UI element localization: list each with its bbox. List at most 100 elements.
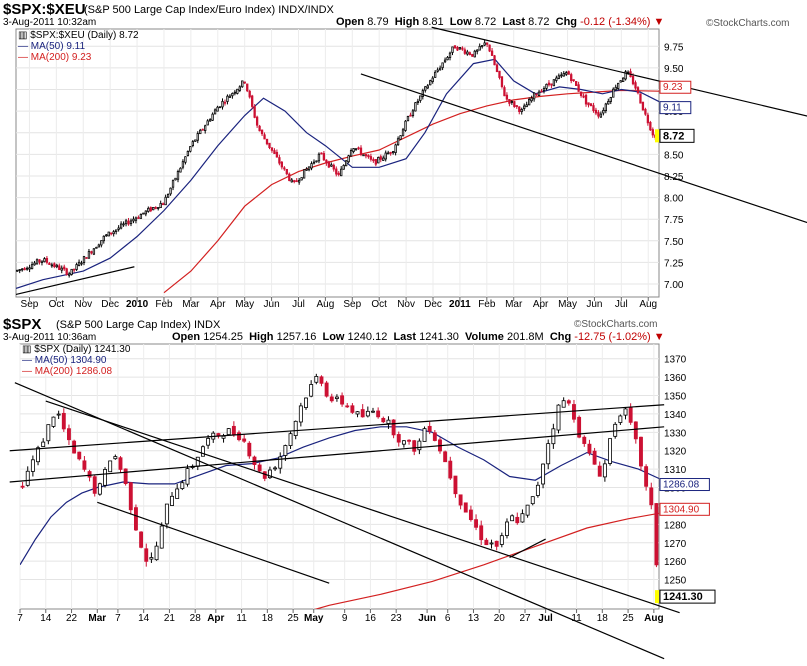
top-candle-body: [75, 264, 78, 270]
chart-icon: ▥: [18, 30, 28, 41]
top-last-label: Last: [502, 16, 526, 28]
bottom-candle-body: [51, 416, 56, 427]
top-x-tick-label: Jul: [615, 299, 628, 310]
top-candle-body: [503, 87, 506, 97]
top-candle-body: [213, 109, 217, 115]
top-candle-body: [594, 109, 598, 114]
top-ohlc: Open 8.79 High 8.81 Low 8.72 Last 8.72 C…: [336, 16, 664, 28]
top-candle-body: [624, 71, 627, 80]
top-candle-body: [451, 46, 454, 53]
top-candle-body: [105, 234, 108, 237]
bottom-trendline: [97, 501, 330, 584]
top-candle-body: [149, 207, 152, 212]
bottom-candle-body: [72, 440, 77, 454]
bottom-x-tick-label: 16: [365, 613, 377, 624]
top-candle-body: [362, 154, 365, 157]
top-candle-body: [490, 50, 494, 56]
bottom-candle-body: [365, 410, 370, 417]
top-candle-body: [218, 106, 222, 109]
bottom-y-tick-label: 1260: [664, 557, 687, 568]
bottom-candle-body: [340, 395, 345, 405]
top-candle-body: [510, 101, 514, 103]
bottom-last-marker: [655, 590, 659, 604]
bottom-candle-body: [649, 487, 654, 506]
chart-icon: ▥: [22, 344, 32, 355]
bottom-low: 1240.12: [347, 331, 388, 343]
top-candle-body: [82, 256, 86, 263]
bottom-candle-body: [293, 420, 298, 436]
top-candle-body: [100, 240, 103, 246]
bottom-candle-body: [267, 469, 272, 479]
top-candle-body: [347, 155, 350, 163]
bottom-volume-label: Volume: [465, 331, 504, 343]
top-candle-body: [184, 156, 187, 163]
top-candle-body: [396, 138, 400, 146]
top-candle-body: [142, 212, 145, 215]
top-last-value-label: 8.72: [663, 130, 684, 142]
bottom-chg: -12.75 (-1.02%): [574, 331, 651, 343]
bottom-candle-body: [546, 443, 551, 465]
bottom-candle-body: [329, 396, 334, 402]
bottom-candle-body: [20, 485, 25, 488]
top-candle-body: [171, 180, 175, 188]
bottom-candle-body: [448, 460, 453, 479]
bottom-candle-body: [46, 424, 51, 442]
bottom-x-tick-label: Apr: [207, 613, 224, 624]
top-chg-label: Chg: [555, 16, 578, 28]
bottom-candle-body: [530, 496, 535, 505]
top-candle-body: [216, 106, 219, 112]
top-candle-body: [115, 229, 118, 232]
top-candle-body: [307, 166, 311, 171]
bottom-x-tick-label: 6: [445, 613, 451, 624]
bottom-candle-body: [561, 400, 566, 408]
bottom-candle-body: [474, 519, 479, 528]
top-legend-ma200: — MA(200) 9.23: [18, 52, 92, 63]
top-candle-body: [80, 262, 83, 265]
top-candle-body: [176, 171, 180, 180]
bottom-candle-body: [134, 507, 138, 531]
top-candle-body: [476, 49, 479, 52]
bottom-candle-body: [92, 476, 97, 494]
top-candle-body: [419, 95, 422, 101]
bottom-x-tick-label: 21: [164, 613, 176, 624]
top-candle-body: [263, 134, 266, 140]
bottom-ma-value-box: [659, 502, 710, 516]
top-candle-body: [540, 90, 543, 93]
top-candle-body: [23, 268, 26, 271]
top-candle-body: [374, 159, 377, 165]
bottom-chg-label: Chg: [549, 331, 572, 343]
bottom-candle-body: [319, 376, 324, 384]
top-candle-body: [50, 264, 54, 267]
bottom-x-tick-label: Jul: [538, 613, 553, 624]
bottom-subtitle: (S&P 500 Large Cap Index) INDX: [56, 319, 221, 331]
top-candle-body: [298, 179, 301, 183]
top-candle-body: [478, 45, 481, 51]
top-candle-body: [614, 86, 617, 91]
bottom-candle-body: [484, 539, 489, 546]
top-candle-body: [77, 261, 81, 266]
top-x-tick-label: Mar: [182, 299, 200, 310]
top-candle-body: [575, 81, 578, 86]
top-candle-body: [260, 129, 264, 135]
bottom-candle-body: [324, 382, 329, 397]
top-x-tick-label: Aug: [639, 299, 657, 310]
top-candle-body: [438, 67, 442, 71]
top-candle-body: [174, 177, 177, 181]
top-candle-body: [206, 120, 209, 126]
top-x-tick-label: Jun: [586, 299, 602, 310]
top-x-tick-label: Feb: [155, 299, 173, 310]
bottom-candle-body: [242, 438, 247, 442]
bottom-x-tick-label: 13: [468, 613, 480, 624]
top-candle-body: [25, 267, 29, 270]
top-candle-body: [651, 129, 654, 136]
top-ma50-line: [16, 58, 659, 289]
top-y-tick-label: 8.25: [664, 172, 684, 183]
bottom-candle-body: [144, 548, 149, 562]
bottom-candle-body: [572, 404, 576, 420]
top-x-tick-label: 2010: [126, 299, 149, 310]
bottom-x-tick-label: Aug: [644, 613, 663, 624]
top-legend-ma50-text: MA(50) 9.11: [30, 41, 86, 52]
top-candle-body: [401, 129, 405, 137]
bottom-candle-body: [386, 419, 391, 424]
bottom-candle-body: [67, 428, 71, 441]
